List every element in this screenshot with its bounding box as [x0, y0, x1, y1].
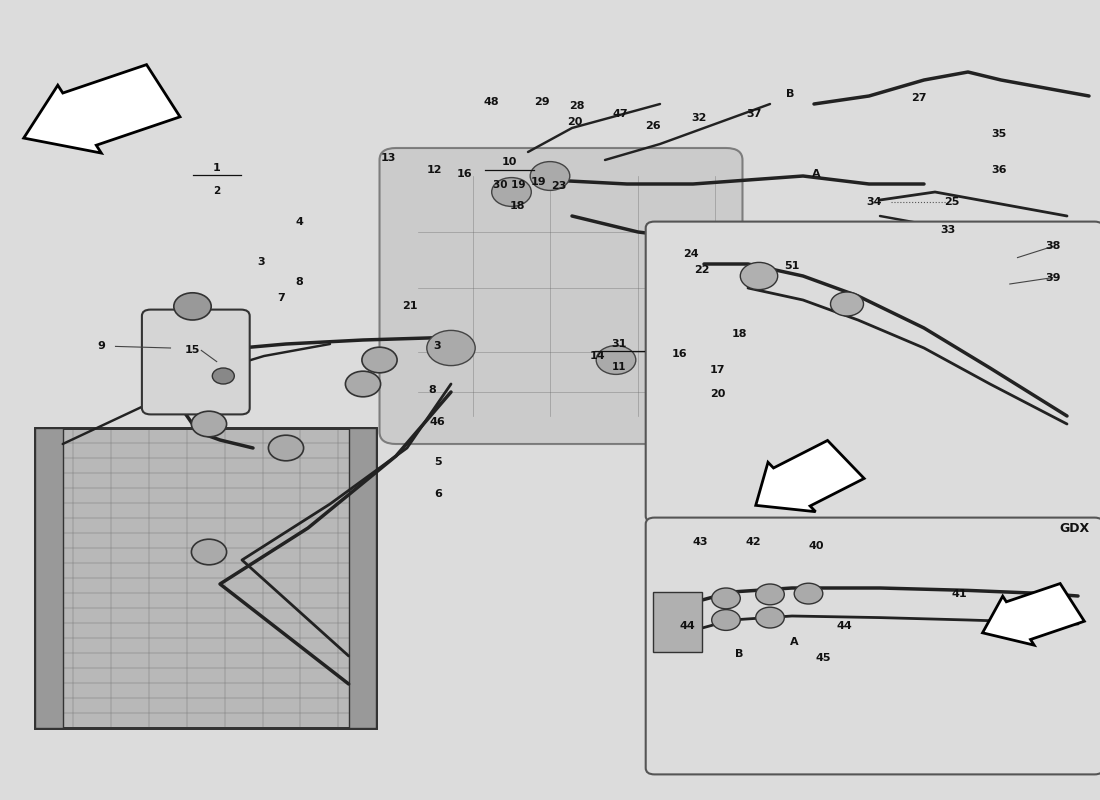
Bar	[653, 592, 702, 652]
Text: 6: 6	[433, 490, 442, 499]
Text: 39: 39	[1045, 273, 1060, 282]
Text: 18: 18	[732, 329, 747, 338]
Text: 40: 40	[808, 542, 824, 551]
Text: 48: 48	[484, 98, 499, 107]
Text: B: B	[785, 90, 794, 99]
Circle shape	[794, 583, 823, 604]
Text: 20: 20	[711, 390, 726, 399]
Text: 5: 5	[434, 458, 441, 467]
Text: 2: 2	[213, 186, 220, 196]
Text: B: B	[735, 650, 744, 659]
Text: 44: 44	[837, 622, 852, 631]
Bar	[35, 428, 63, 728]
Circle shape	[345, 371, 381, 397]
Text: 25: 25	[944, 197, 959, 206]
Circle shape	[596, 346, 636, 374]
Text: 31: 31	[612, 338, 627, 349]
Text: 44: 44	[680, 622, 695, 631]
Text: 9: 9	[97, 342, 106, 351]
Text: 22: 22	[694, 265, 710, 274]
Text: 16: 16	[672, 350, 688, 359]
Circle shape	[362, 347, 397, 373]
Text: 33: 33	[940, 226, 956, 235]
Text: A: A	[790, 638, 799, 647]
Text: 27: 27	[911, 94, 926, 103]
Text: 45: 45	[815, 654, 830, 663]
Text: 34: 34	[867, 198, 882, 207]
Circle shape	[756, 607, 784, 628]
Text: 10: 10	[502, 157, 517, 167]
Text: 36: 36	[991, 166, 1006, 175]
Text: 47: 47	[613, 110, 628, 119]
Circle shape	[191, 411, 227, 437]
Text: 15: 15	[185, 346, 200, 355]
Text: 43: 43	[693, 538, 708, 547]
Circle shape	[830, 292, 864, 316]
Text: 35: 35	[991, 130, 1006, 139]
Polygon shape	[756, 441, 865, 512]
Text: 1: 1	[212, 162, 221, 173]
Text: 7: 7	[277, 294, 286, 303]
Circle shape	[268, 435, 304, 461]
Circle shape	[740, 262, 778, 290]
Text: 38: 38	[1045, 242, 1060, 251]
Circle shape	[712, 588, 740, 609]
Text: 12: 12	[427, 166, 442, 175]
Text: 32: 32	[691, 114, 706, 123]
Text: A: A	[812, 170, 821, 179]
Text: 3: 3	[257, 258, 264, 267]
Circle shape	[212, 368, 234, 384]
Circle shape	[492, 178, 531, 206]
Circle shape	[174, 293, 211, 320]
Circle shape	[530, 162, 570, 190]
Text: 18: 18	[509, 202, 525, 211]
Text: 29: 29	[535, 98, 550, 107]
Circle shape	[660, 248, 704, 280]
Polygon shape	[24, 65, 180, 153]
Text: 28: 28	[569, 102, 584, 111]
Bar	[349, 428, 376, 728]
Text: 46: 46	[430, 417, 446, 426]
Text: 37: 37	[746, 110, 761, 119]
Circle shape	[756, 584, 784, 605]
Text: 26: 26	[646, 121, 661, 130]
Text: 8: 8	[295, 278, 304, 287]
Bar	[35, 428, 376, 728]
FancyBboxPatch shape	[142, 310, 250, 414]
Text: 8: 8	[428, 386, 437, 395]
Text: 17: 17	[710, 366, 725, 375]
FancyBboxPatch shape	[646, 518, 1100, 774]
Text: 30 19: 30 19	[493, 180, 526, 190]
Circle shape	[712, 610, 740, 630]
Circle shape	[427, 330, 475, 366]
Text: 19: 19	[531, 177, 547, 186]
Text: GDX: GDX	[1059, 522, 1089, 535]
Text: 24: 24	[683, 250, 698, 259]
Polygon shape	[982, 583, 1085, 645]
Text: 14: 14	[590, 351, 605, 361]
FancyBboxPatch shape	[379, 148, 742, 444]
Text: 16: 16	[456, 170, 472, 179]
Text: 23: 23	[551, 181, 566, 190]
Text: 41: 41	[952, 590, 967, 599]
Text: 20: 20	[568, 118, 583, 127]
Circle shape	[191, 539, 227, 565]
Text: 42: 42	[746, 538, 761, 547]
Text: 51: 51	[784, 262, 800, 271]
Text: 11: 11	[612, 362, 627, 371]
Text: 3: 3	[433, 341, 440, 350]
FancyBboxPatch shape	[646, 222, 1100, 522]
Bar	[35, 428, 376, 728]
Text: 4: 4	[295, 218, 304, 227]
Text: 13: 13	[381, 154, 396, 163]
Text: 21: 21	[403, 302, 418, 311]
